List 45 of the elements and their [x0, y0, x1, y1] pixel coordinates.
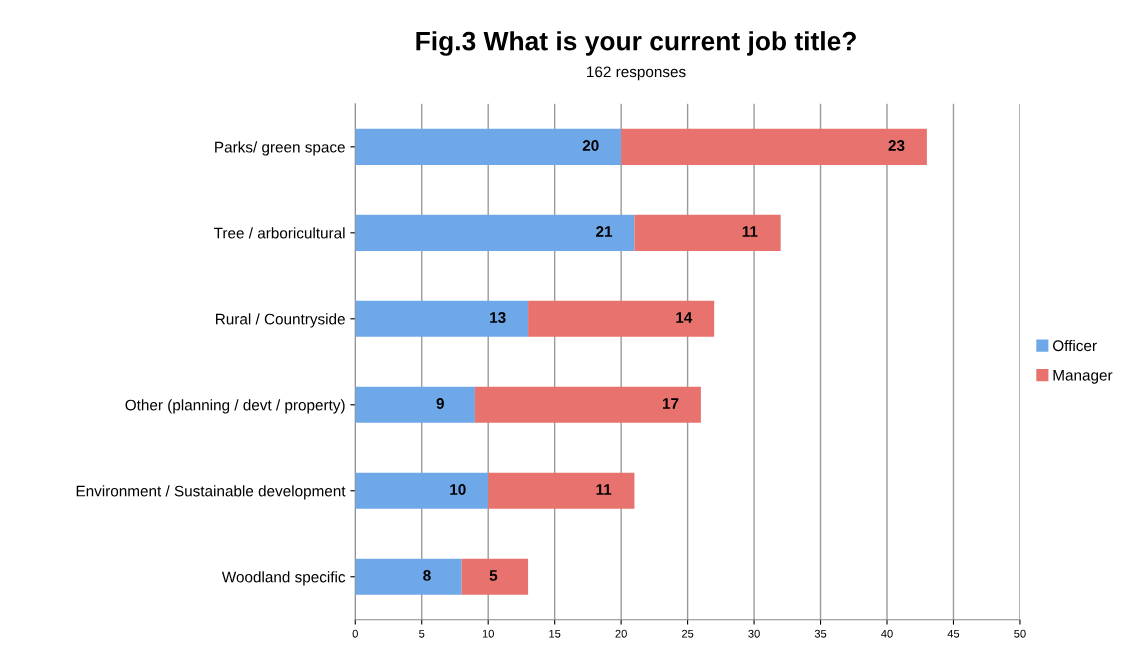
- bar: [355, 128, 622, 165]
- data-label: 9: [436, 398, 444, 409]
- data-label: 21: [596, 226, 613, 237]
- data-label: 10: [450, 484, 466, 495]
- bar: [461, 558, 529, 595]
- bar: [355, 472, 489, 509]
- y-tick-label: Environment / Sustainable development: [76, 485, 346, 500]
- x-tick-label: 30: [748, 629, 760, 638]
- bar: [634, 214, 781, 251]
- legend-label: Manager: [1053, 370, 1113, 384]
- x-tick-label: 25: [681, 629, 694, 638]
- bar: [621, 128, 927, 165]
- bar: [474, 386, 701, 423]
- data-label: 14: [676, 312, 693, 323]
- x-tick-label: 10: [482, 629, 494, 638]
- bar: [355, 558, 462, 595]
- y-tick-label: Tree / arboricultural: [214, 227, 345, 239]
- y-tick-label: Parks/ green space: [215, 141, 345, 156]
- chart-subtitle: 162 responses: [587, 66, 686, 81]
- bar: [355, 214, 635, 251]
- x-tick-label: 20: [615, 629, 627, 638]
- bar: [488, 472, 635, 509]
- x-tick-label: 35: [814, 629, 827, 638]
- data-label: 5: [489, 570, 498, 581]
- bar: [355, 300, 529, 337]
- chart-title: Fig.3 What is your current job title?: [416, 31, 856, 56]
- x-tick-label: 5: [419, 629, 425, 638]
- bar: [355, 386, 475, 423]
- data-label: 13: [490, 312, 506, 323]
- data-label: 20: [582, 140, 599, 151]
- data-label: 23: [888, 140, 905, 151]
- bar: [528, 300, 715, 337]
- data-label: 11: [742, 226, 758, 237]
- y-tick-label: Rural / Countryside: [216, 313, 345, 328]
- x-tick-label: 40: [881, 629, 893, 638]
- x-tick-label: 0: [352, 629, 358, 638]
- y-tick-label: Woodland specific: [221, 571, 346, 586]
- x-tick-label: 45: [947, 629, 960, 638]
- x-tick-label: 50: [1014, 629, 1026, 638]
- data-label: 17: [662, 398, 679, 409]
- legend-label: Officer: [1053, 339, 1097, 352]
- y-tick-label: Other (planning / devt / property): [125, 399, 345, 414]
- x-tick-label: 15: [549, 629, 561, 638]
- data-label: 8: [423, 570, 431, 581]
- data-label: 11: [596, 484, 612, 495]
